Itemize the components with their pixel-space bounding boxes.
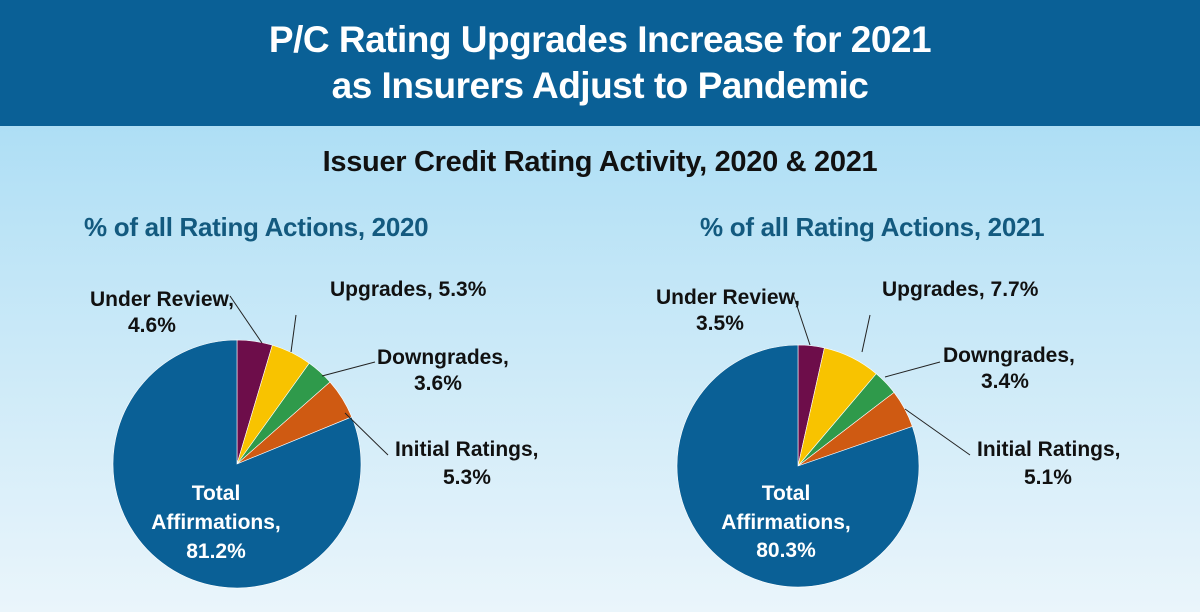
leader-line-initial-ratings-2021 [904, 408, 971, 456]
slice-label-total-affirmations-2020-line3: 81.2% [186, 540, 246, 563]
leader-line-initial-ratings-2020 [344, 412, 389, 456]
slice-label-under-review-2021-line2: 3.5% [696, 312, 744, 335]
leader-line-under-review-2020 [229, 295, 263, 344]
leader-line-upgrades-2021 [861, 314, 871, 353]
slice-label-downgrades-2021-line1: Downgrades, [943, 344, 1075, 367]
leader-line-upgrades-2020 [290, 314, 297, 353]
slice-label-initial-ratings-2021-line2: 5.1% [1024, 466, 1072, 489]
pie-slice-total-affirmations-2021 [676, 344, 920, 588]
slice-label-initial-ratings-2021-line1: Initial Ratings, [977, 438, 1121, 461]
slice-label-upgrades-2021-line1: Upgrades, 7.7% [882, 278, 1039, 301]
slice-label-downgrades-2020-line2: 3.6% [414, 372, 462, 395]
slice-label-initial-ratings-2020-line1: Initial Ratings, [395, 438, 539, 461]
leader-line-downgrades-2020 [321, 361, 376, 377]
header-banner: P/C Rating Upgrades Increase for 2021 as… [0, 0, 1200, 126]
pie-slice-total-affirmations-2020 [112, 339, 362, 589]
slice-label-total-affirmations-2021-line2: Affirmations, [721, 511, 851, 534]
title-line-2: as Insurers Adjust to Pandemic [331, 65, 869, 106]
chart-title-2021: % of all Rating Actions, 2021 [700, 212, 1045, 242]
slice-label-under-review-2020-line1: Under Review, [90, 288, 234, 311]
slice-label-upgrades-2020-line1: Upgrades, 5.3% [330, 278, 487, 301]
chart-title-2020: % of all Rating Actions, 2020 [84, 212, 429, 242]
slice-label-downgrades-2021-line2: 3.4% [981, 370, 1029, 393]
slice-label-total-affirmations-2020-line2: Affirmations, [151, 511, 281, 534]
slice-label-under-review-2020-line2: 4.6% [128, 314, 176, 337]
slice-label-downgrades-2020-line1: Downgrades, [377, 346, 509, 369]
slice-label-total-affirmations-2021-line3: 80.3% [756, 539, 816, 562]
chart-subtitle: Issuer Credit Rating Activity, 2020 & 20… [322, 146, 878, 178]
slice-label-initial-ratings-2020-line2: 5.3% [443, 466, 491, 489]
slice-label-total-affirmations-2021-line1: Total [762, 482, 811, 505]
title-line-1: P/C Rating Upgrades Increase for 2021 [268, 19, 932, 60]
leader-line-downgrades-2021 [884, 361, 941, 378]
leader-line-under-review-2021 [792, 293, 811, 346]
slice-label-total-affirmations-2020-line1: Total [192, 482, 241, 505]
slice-label-under-review-2021-line1: Under Review, [656, 286, 800, 309]
